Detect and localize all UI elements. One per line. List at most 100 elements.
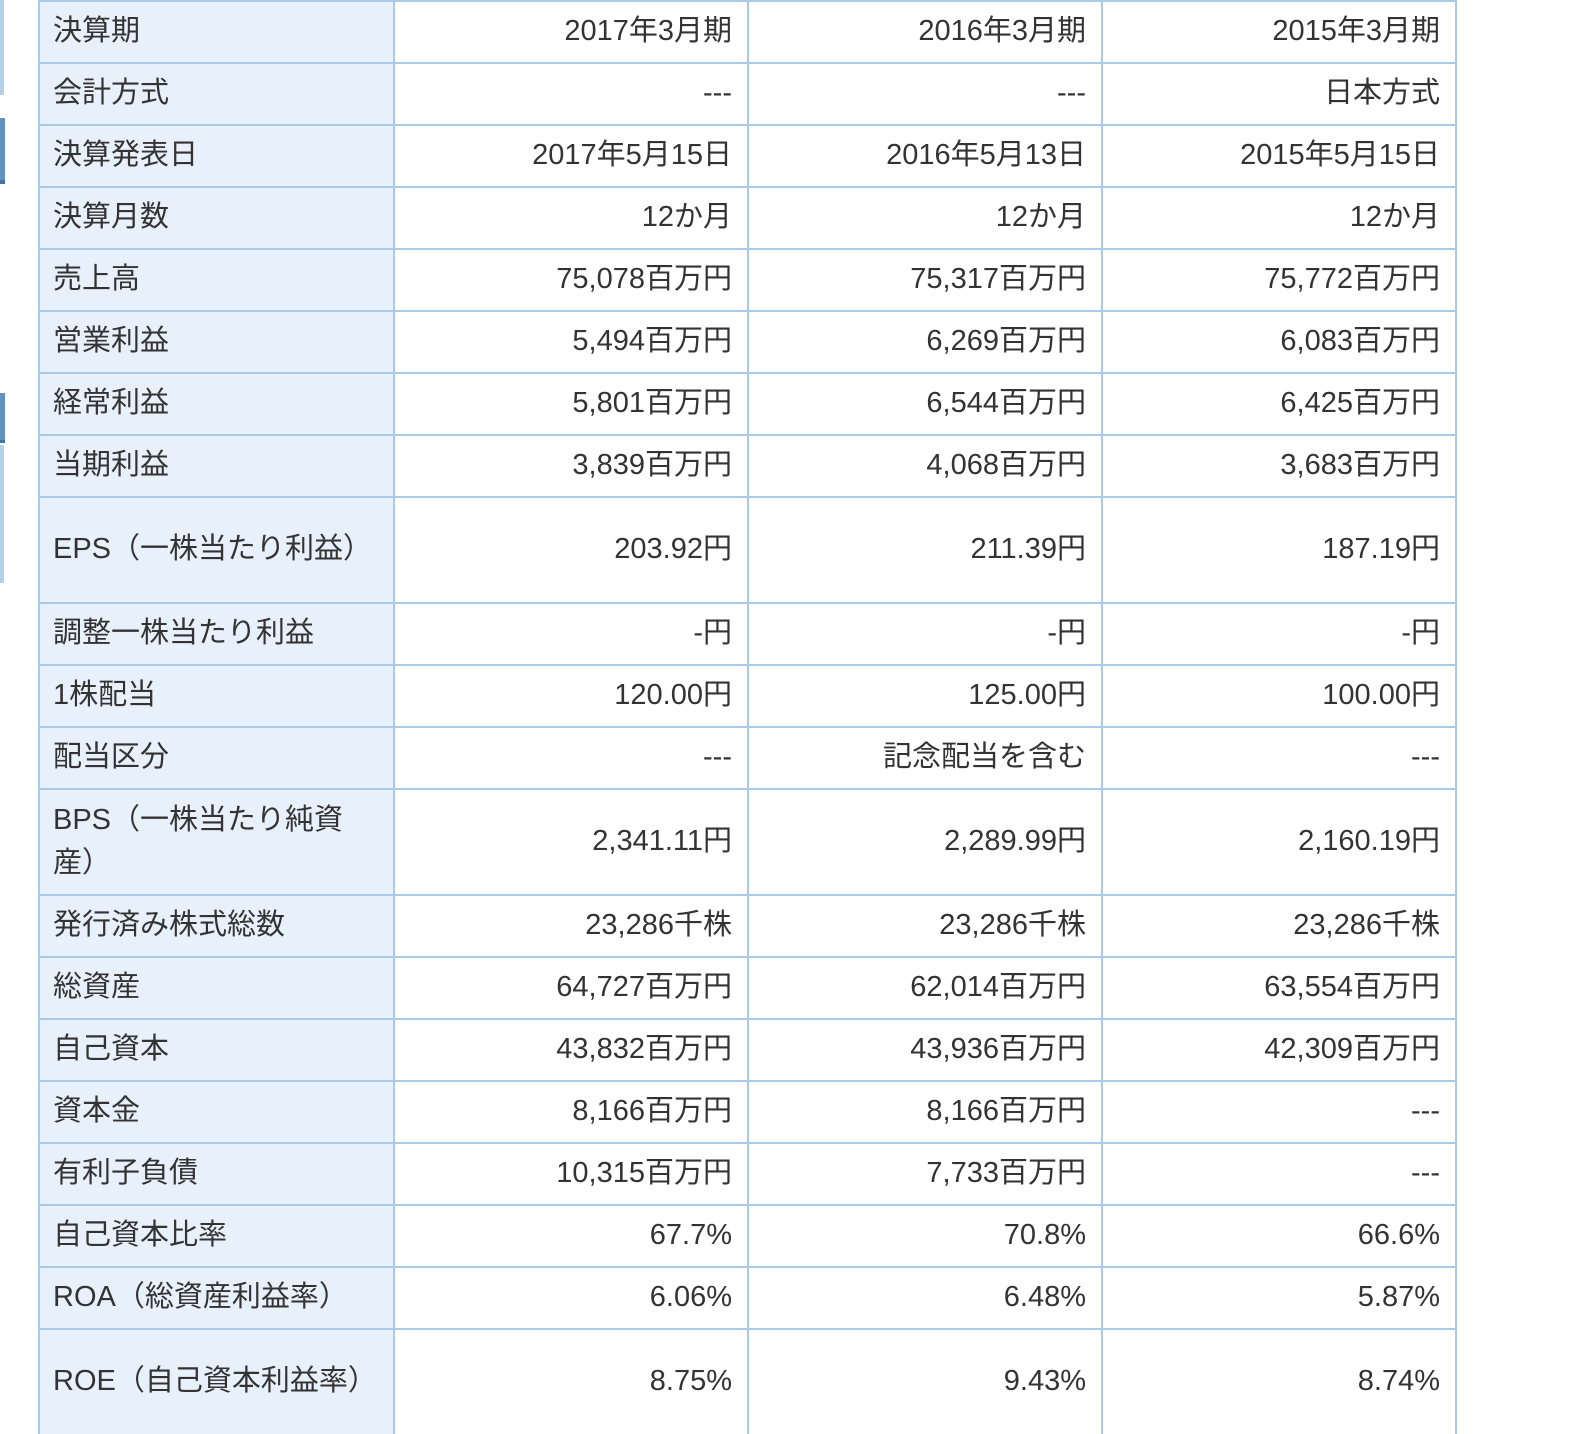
table-row: 資本金 8,166百万円 8,166百万円 --- <box>38 1080 1457 1144</box>
row-value: 8.75% <box>393 1328 749 1434</box>
row-label: 決算期 <box>38 0 395 64</box>
row-value: 2017年5月15日 <box>393 124 749 188</box>
table-row: 当期利益 3,839百万円 4,068百万円 3,683百万円 <box>38 434 1457 498</box>
row-value: 23,286千株 <box>1101 894 1457 958</box>
clipped-left-edge-fragment <box>0 445 4 583</box>
row-label: 自己資本 <box>38 1018 395 1082</box>
row-value: 125.00円 <box>747 664 1103 728</box>
row-label: 当期利益 <box>38 434 395 498</box>
row-value: 70.8% <box>747 1204 1103 1268</box>
table-row: 経常利益 5,801百万円 6,544百万円 6,425百万円 <box>38 372 1457 436</box>
row-label: 自己資本比率 <box>38 1204 395 1268</box>
table-row: 配当区分 --- 記念配当を含む --- <box>38 726 1457 790</box>
row-value: -円 <box>1101 602 1457 666</box>
row-label: 営業利益 <box>38 310 395 374</box>
row-label: 1株配当 <box>38 664 395 728</box>
row-label: BPS（一株当たり純資産） <box>38 788 395 896</box>
row-value: 2015年5月15日 <box>1101 124 1457 188</box>
table-row: 売上高 75,078百万円 75,317百万円 75,772百万円 <box>38 248 1457 312</box>
row-value: 23,286千株 <box>393 894 749 958</box>
row-value: 6.06% <box>393 1266 749 1330</box>
row-value: --- <box>747 62 1103 126</box>
table-row: 発行済み株式総数 23,286千株 23,286千株 23,286千株 <box>38 894 1457 958</box>
table-row: 会計方式 --- --- 日本方式 <box>38 62 1457 126</box>
row-value: 6,544百万円 <box>747 372 1103 436</box>
financial-results-table: 決算期 2017年3月期 2016年3月期 2015年3月期 会計方式 --- --- 日本方… <box>38 0 1457 1434</box>
row-label: 会計方式 <box>38 62 395 126</box>
row-value: 8.74% <box>1101 1328 1457 1434</box>
table-row: 自己資本 43,832百万円 43,936百万円 42,309百万円 <box>38 1018 1457 1082</box>
row-value: 12か月 <box>393 186 749 250</box>
row-value: --- <box>1101 726 1457 790</box>
table-row: 決算月数 12か月 12か月 12か月 <box>38 186 1457 250</box>
row-value: 3,683百万円 <box>1101 434 1457 498</box>
row-label: 決算月数 <box>38 186 395 250</box>
table-row: 1株配当 120.00円 125.00円 100.00円 <box>38 664 1457 728</box>
row-value: 2015年3月期 <box>1101 0 1457 64</box>
table-row: ROE（自己資本利益率） 8.75% 9.43% 8.74% <box>38 1328 1457 1434</box>
row-value: 43,936百万円 <box>747 1018 1103 1082</box>
row-value: 2,160.19円 <box>1101 788 1457 896</box>
row-value: 6.48% <box>747 1266 1103 1330</box>
table-row: 営業利益 5,494百万円 6,269百万円 6,083百万円 <box>38 310 1457 374</box>
row-value: 5,801百万円 <box>393 372 749 436</box>
row-label: 調整一株当たり利益 <box>38 602 395 666</box>
row-value: 100.00円 <box>1101 664 1457 728</box>
row-value: 64,727百万円 <box>393 956 749 1020</box>
row-value: 67.7% <box>393 1204 749 1268</box>
row-label: 発行済み株式総数 <box>38 894 395 958</box>
row-value: 5,494百万円 <box>393 310 749 374</box>
row-value: 2017年3月期 <box>393 0 749 64</box>
row-value: --- <box>393 726 749 790</box>
row-value: 75,317百万円 <box>747 248 1103 312</box>
row-value: 10,315百万円 <box>393 1142 749 1206</box>
row-value: 63,554百万円 <box>1101 956 1457 1020</box>
row-value: 43,832百万円 <box>393 1018 749 1082</box>
row-label: ROE（自己資本利益率） <box>38 1328 395 1434</box>
row-value: 記念配当を含む <box>747 726 1103 790</box>
row-value: 4,068百万円 <box>747 434 1103 498</box>
row-value: 6,269百万円 <box>747 310 1103 374</box>
row-value: --- <box>1101 1142 1457 1206</box>
row-value: --- <box>393 62 749 126</box>
row-value: 7,733百万円 <box>747 1142 1103 1206</box>
row-value: 3,839百万円 <box>393 434 749 498</box>
table-row: EPS（一株当たり利益） 203.92円 211.39円 187.19円 <box>38 496 1457 604</box>
row-value: --- <box>1101 1080 1457 1144</box>
row-value: 12か月 <box>747 186 1103 250</box>
table-row: 有利子負債 10,315百万円 7,733百万円 --- <box>38 1142 1457 1206</box>
row-label: 売上高 <box>38 248 395 312</box>
row-value: 120.00円 <box>393 664 749 728</box>
table-row: 総資産 64,727百万円 62,014百万円 63,554百万円 <box>38 956 1457 1020</box>
row-value: -円 <box>393 602 749 666</box>
row-value: 75,078百万円 <box>393 248 749 312</box>
row-value: 62,014百万円 <box>747 956 1103 1020</box>
table-row: 自己資本比率 67.7% 70.8% 66.6% <box>38 1204 1457 1268</box>
row-label: 総資産 <box>38 956 395 1020</box>
row-label: 経常利益 <box>38 372 395 436</box>
row-value: 66.6% <box>1101 1204 1457 1268</box>
row-value: 2,289.99円 <box>747 788 1103 896</box>
row-value: 42,309百万円 <box>1101 1018 1457 1082</box>
clipped-left-edge-fragment <box>0 393 5 443</box>
row-value: 2,341.11円 <box>393 788 749 896</box>
row-label: ROA（総資産利益率） <box>38 1266 395 1330</box>
row-value: 8,166百万円 <box>747 1080 1103 1144</box>
table-row: ROA（総資産利益率） 6.06% 6.48% 5.87% <box>38 1266 1457 1330</box>
row-value: 211.39円 <box>747 496 1103 604</box>
row-label: 有利子負債 <box>38 1142 395 1206</box>
row-label: 決算発表日 <box>38 124 395 188</box>
row-value: 5.87% <box>1101 1266 1457 1330</box>
row-value: 187.19円 <box>1101 496 1457 604</box>
row-label: 配当区分 <box>38 726 395 790</box>
row-value: 6,425百万円 <box>1101 372 1457 436</box>
row-value: 2016年3月期 <box>747 0 1103 64</box>
table-row: 決算発表日 2017年5月15日 2016年5月13日 2015年5月15日 <box>38 124 1457 188</box>
clipped-left-edge-fragment <box>0 0 4 95</box>
clipped-left-edge-fragment <box>0 118 5 184</box>
financial-table-body: 決算期 2017年3月期 2016年3月期 2015年3月期 会計方式 --- --- 日本方… <box>38 0 1457 1434</box>
row-value: 6,083百万円 <box>1101 310 1457 374</box>
row-value: 203.92円 <box>393 496 749 604</box>
row-value: 8,166百万円 <box>393 1080 749 1144</box>
